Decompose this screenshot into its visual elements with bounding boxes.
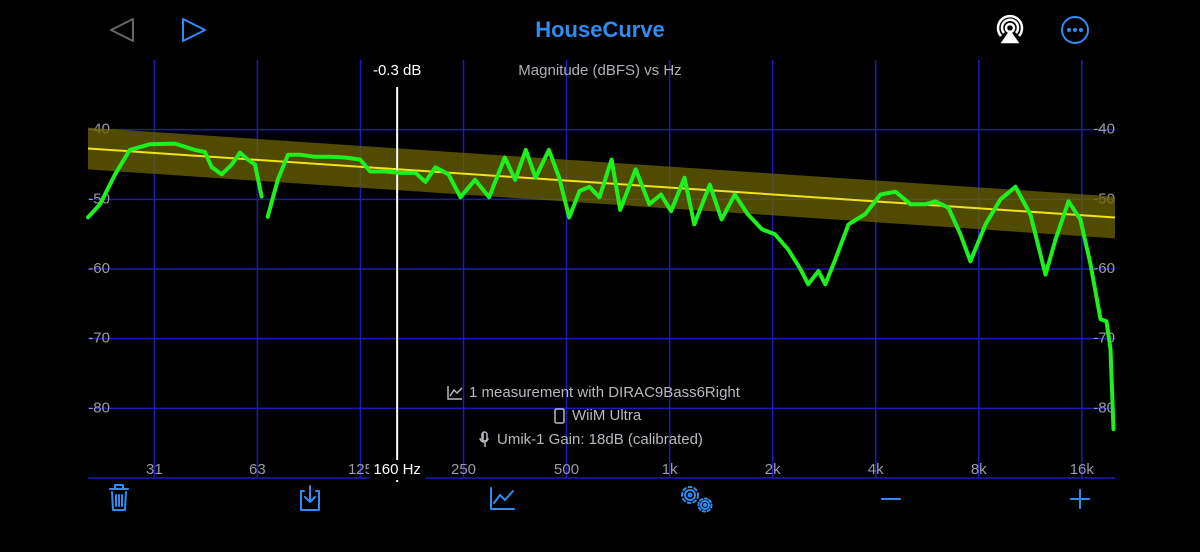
y-tick-label: -80 [88, 399, 110, 416]
chart-subtitle: Magnitude (dBFS) vs Hz [518, 62, 681, 79]
y-tick-label: -70 [88, 330, 110, 347]
forward-button[interactable] [182, 18, 206, 42]
x-tick-label: 16k [1070, 461, 1095, 478]
y-tick-label: -60 [88, 260, 110, 277]
delete-button[interactable] [109, 484, 129, 511]
target-line [87, 147, 1116, 219]
x-tick-label: 1k [662, 461, 678, 478]
x-tick-label: 125 [348, 461, 373, 478]
y-tick-label: -60 [1093, 260, 1115, 277]
airplay-button[interactable] [996, 14, 1024, 44]
cursor-readout: -0.3 dB [373, 62, 421, 79]
chart-button[interactable] [490, 487, 515, 510]
back-button[interactable] [110, 18, 134, 42]
more-button[interactable] [1061, 16, 1089, 44]
x-tick-label: 250 [451, 461, 476, 478]
info-line: WiiM Ultra [572, 407, 642, 424]
x-tick-label: 8k [971, 461, 987, 478]
export-button[interactable] [300, 485, 320, 511]
info-line: 1 measurement with DIRAC9Bass6Right [469, 384, 741, 401]
cursor-label: 160 Hz [373, 461, 421, 478]
x-tick-label: 2k [765, 461, 781, 478]
zoom-in-button[interactable] [1070, 489, 1090, 509]
app-title: HouseCurve [535, 17, 665, 42]
x-tick-label: 4k [868, 461, 884, 478]
measurement-line [86, 141, 1116, 432]
plot: 31631252505001k2k4k8k16k-40-40-50-50-60-… [86, 60, 1116, 482]
settings-button[interactable] [681, 486, 713, 513]
cursor-label-bg [369, 460, 426, 480]
info-line: Umik-1 Gain: 18dB (calibrated) [497, 431, 703, 448]
info-icons [447, 386, 565, 447]
x-tick-label: 63 [249, 461, 266, 478]
x-tick-label: 500 [554, 461, 579, 478]
x-tick-label: 31 [146, 461, 163, 478]
y-tick-label: -80 [1093, 399, 1115, 416]
y-tick-label: -40 [1093, 121, 1115, 138]
